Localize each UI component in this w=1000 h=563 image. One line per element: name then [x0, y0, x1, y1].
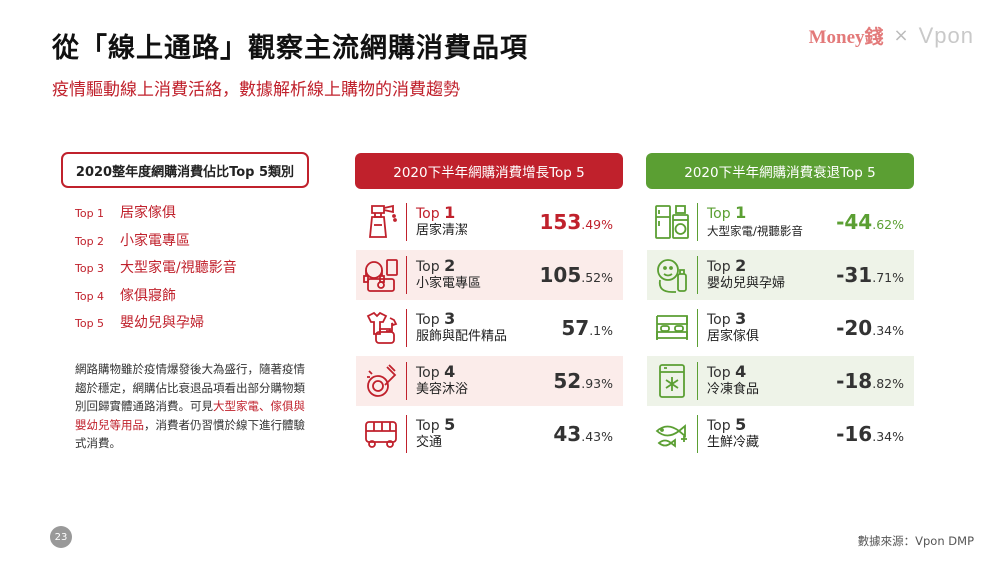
- decline-value: -44.62%: [836, 210, 904, 234]
- page-subtitle: 疫情驅動線上消費活絡，數據解析線上購物的消費趨勢: [52, 80, 460, 100]
- rank-label: Top 5: [75, 317, 105, 330]
- cleaning-spray-icon: [356, 197, 406, 247]
- decline-value: -16.34%: [836, 422, 904, 446]
- rank-label: Top 4: [416, 361, 456, 381]
- growth-list: Top 1 居家清潔 153.49% Top 2 小家電專區 105.52% Top…: [356, 197, 623, 462]
- row-divider: [406, 309, 407, 347]
- annual-top5-title: 2020整年度網購消費佔比Top 5類別: [61, 152, 309, 188]
- row-divider: [406, 362, 407, 400]
- category-name: 大型家電/視聽影音: [707, 223, 803, 238]
- fridge-washer-icon: [647, 197, 697, 247]
- decline-row: Top 3 居家傢俱 -20.34%: [647, 303, 914, 353]
- rank-label: Top 4: [75, 289, 105, 303]
- category-name: 居家傢俱: [707, 328, 760, 344]
- page-number: 23: [50, 526, 72, 548]
- row-divider: [697, 362, 698, 400]
- category-name: 冷凍食品: [707, 381, 760, 397]
- rank-label: Top 1: [707, 202, 747, 222]
- fish-icon: [647, 409, 697, 459]
- decline-value: -20.34%: [836, 316, 904, 340]
- row-divider: [406, 256, 407, 294]
- growth-value: 52.93%: [553, 369, 613, 393]
- list-item: Top 4 傢俱寢飾: [75, 285, 237, 313]
- decline-row: Top 4 冷凍食品 -18.82%: [647, 356, 914, 406]
- rank-label: Top 3: [707, 308, 747, 328]
- vpon-logo: Vpon: [918, 22, 974, 48]
- rank-label: Top 2: [416, 255, 456, 275]
- baby-bottle-icon: [647, 250, 697, 300]
- description-paragraph: 網路購物雖於疫情爆發後大為盛行，隨著疫情趨於穩定，網購佔比衰退品項看出部分購物類…: [75, 360, 307, 453]
- rank-label: Top 1: [75, 207, 105, 220]
- category-name: 大型家電/視聽影音: [120, 260, 237, 276]
- category-name: 居家傢俱: [120, 205, 176, 221]
- list-item: Top 2 小家電專區: [75, 230, 237, 258]
- category-name: 服飾與配件精品: [416, 328, 508, 344]
- category-name: 小家電專區: [416, 275, 482, 291]
- decline-row: Top 5 生鮮冷藏 -16.34%: [647, 409, 914, 459]
- annual-top5-list: Top 1 居家傢俱 Top 2 小家電專區 Top 3 大型家電/視聽影音 Top …: [75, 202, 237, 340]
- bus-icon: [356, 409, 406, 459]
- rank-label: Top 2: [75, 234, 105, 248]
- clothing-icon: [356, 303, 406, 353]
- category-name: 美容沐浴: [416, 381, 469, 397]
- category-name: 嬰幼兒與孕婦: [120, 315, 204, 331]
- category-name: 交通: [416, 434, 443, 450]
- category-name: 嬰幼兒與孕婦: [707, 275, 786, 291]
- list-item: Top 5 嬰幼兒與孕婦: [75, 312, 237, 340]
- growth-row: Top 4 美容沐浴 52.93%: [356, 356, 623, 406]
- row-divider: [406, 415, 407, 453]
- decline-panel-title: 2020下半年網購消費衰退Top 5: [646, 153, 914, 189]
- description-highlight: 大型家電、傢俱與嬰幼兒等用品: [75, 399, 305, 432]
- growth-value: 153.49%: [539, 210, 613, 234]
- growth-value: 57.1%: [561, 316, 613, 340]
- logo-separator: ×: [893, 25, 909, 46]
- growth-value: 43.43%: [553, 422, 613, 446]
- money-logo: Money錢: [808, 27, 884, 48]
- rank-label: Top 3: [75, 262, 105, 275]
- description-text-end: ，消費者仍習慣於線下進行體驗式消費。: [75, 417, 305, 451]
- growth-row: Top 3 服飾與配件精品 57.1%: [356, 303, 623, 353]
- growth-row: Top 5 交通 43.43%: [356, 409, 623, 459]
- data-source: 數據來源：Vpon DMP: [857, 534, 974, 548]
- decline-value: -31.71%: [836, 263, 904, 287]
- list-item: Top 1 居家傢俱: [75, 202, 237, 230]
- row-divider: [697, 256, 698, 294]
- freezer-icon: [647, 356, 697, 406]
- rank-label: Top 2: [707, 255, 747, 275]
- list-item: Top 3 大型家電/視聽影音: [75, 257, 237, 285]
- row-divider: [697, 415, 698, 453]
- growth-row: Top 2 小家電專區 105.52%: [356, 250, 623, 300]
- category-name: 傢俱寢飾: [120, 287, 176, 304]
- decline-row: Top 1 大型家電/視聽影音 -44.62%: [647, 197, 914, 247]
- cosmetics-icon: [356, 356, 406, 406]
- page-title: 從「線上通路」觀察主流網購消費品項: [52, 33, 528, 64]
- rank-label: Top 5: [707, 414, 747, 434]
- description-text: 網路購物雖於疫情爆發後大為盛行，隨著疫情趨於穩定，網購佔比衰退品項看出部分購物類…: [75, 362, 305, 413]
- bed-icon: [647, 303, 697, 353]
- rank-label: Top 5: [416, 414, 456, 434]
- row-divider: [697, 203, 698, 241]
- category-name: 小家電專區: [120, 232, 190, 249]
- category-name: 居家清潔: [416, 222, 469, 238]
- decline-row: Top 2 嬰幼兒與孕婦 -31.71%: [647, 250, 914, 300]
- growth-value: 105.52%: [539, 263, 613, 287]
- rank-label: Top 4: [707, 361, 747, 381]
- decline-value: -18.82%: [836, 369, 904, 393]
- row-divider: [697, 309, 698, 347]
- row-divider: [406, 203, 407, 241]
- category-name: 生鮮冷藏: [707, 434, 760, 450]
- growth-panel-title: 2020下半年網購消費增長Top 5: [355, 153, 623, 189]
- decline-list: Top 1 大型家電/視聽影音 -44.62% Top 2 嬰幼兒與孕婦 -31.7…: [647, 197, 914, 462]
- rank-label: Top 3: [416, 308, 456, 328]
- growth-row: Top 1 居家清潔 153.49%: [356, 197, 623, 247]
- appliance-icon: [356, 250, 406, 300]
- brand-logos: Money錢 × Vpon: [809, 22, 974, 49]
- rank-label: Top 1: [416, 202, 456, 222]
